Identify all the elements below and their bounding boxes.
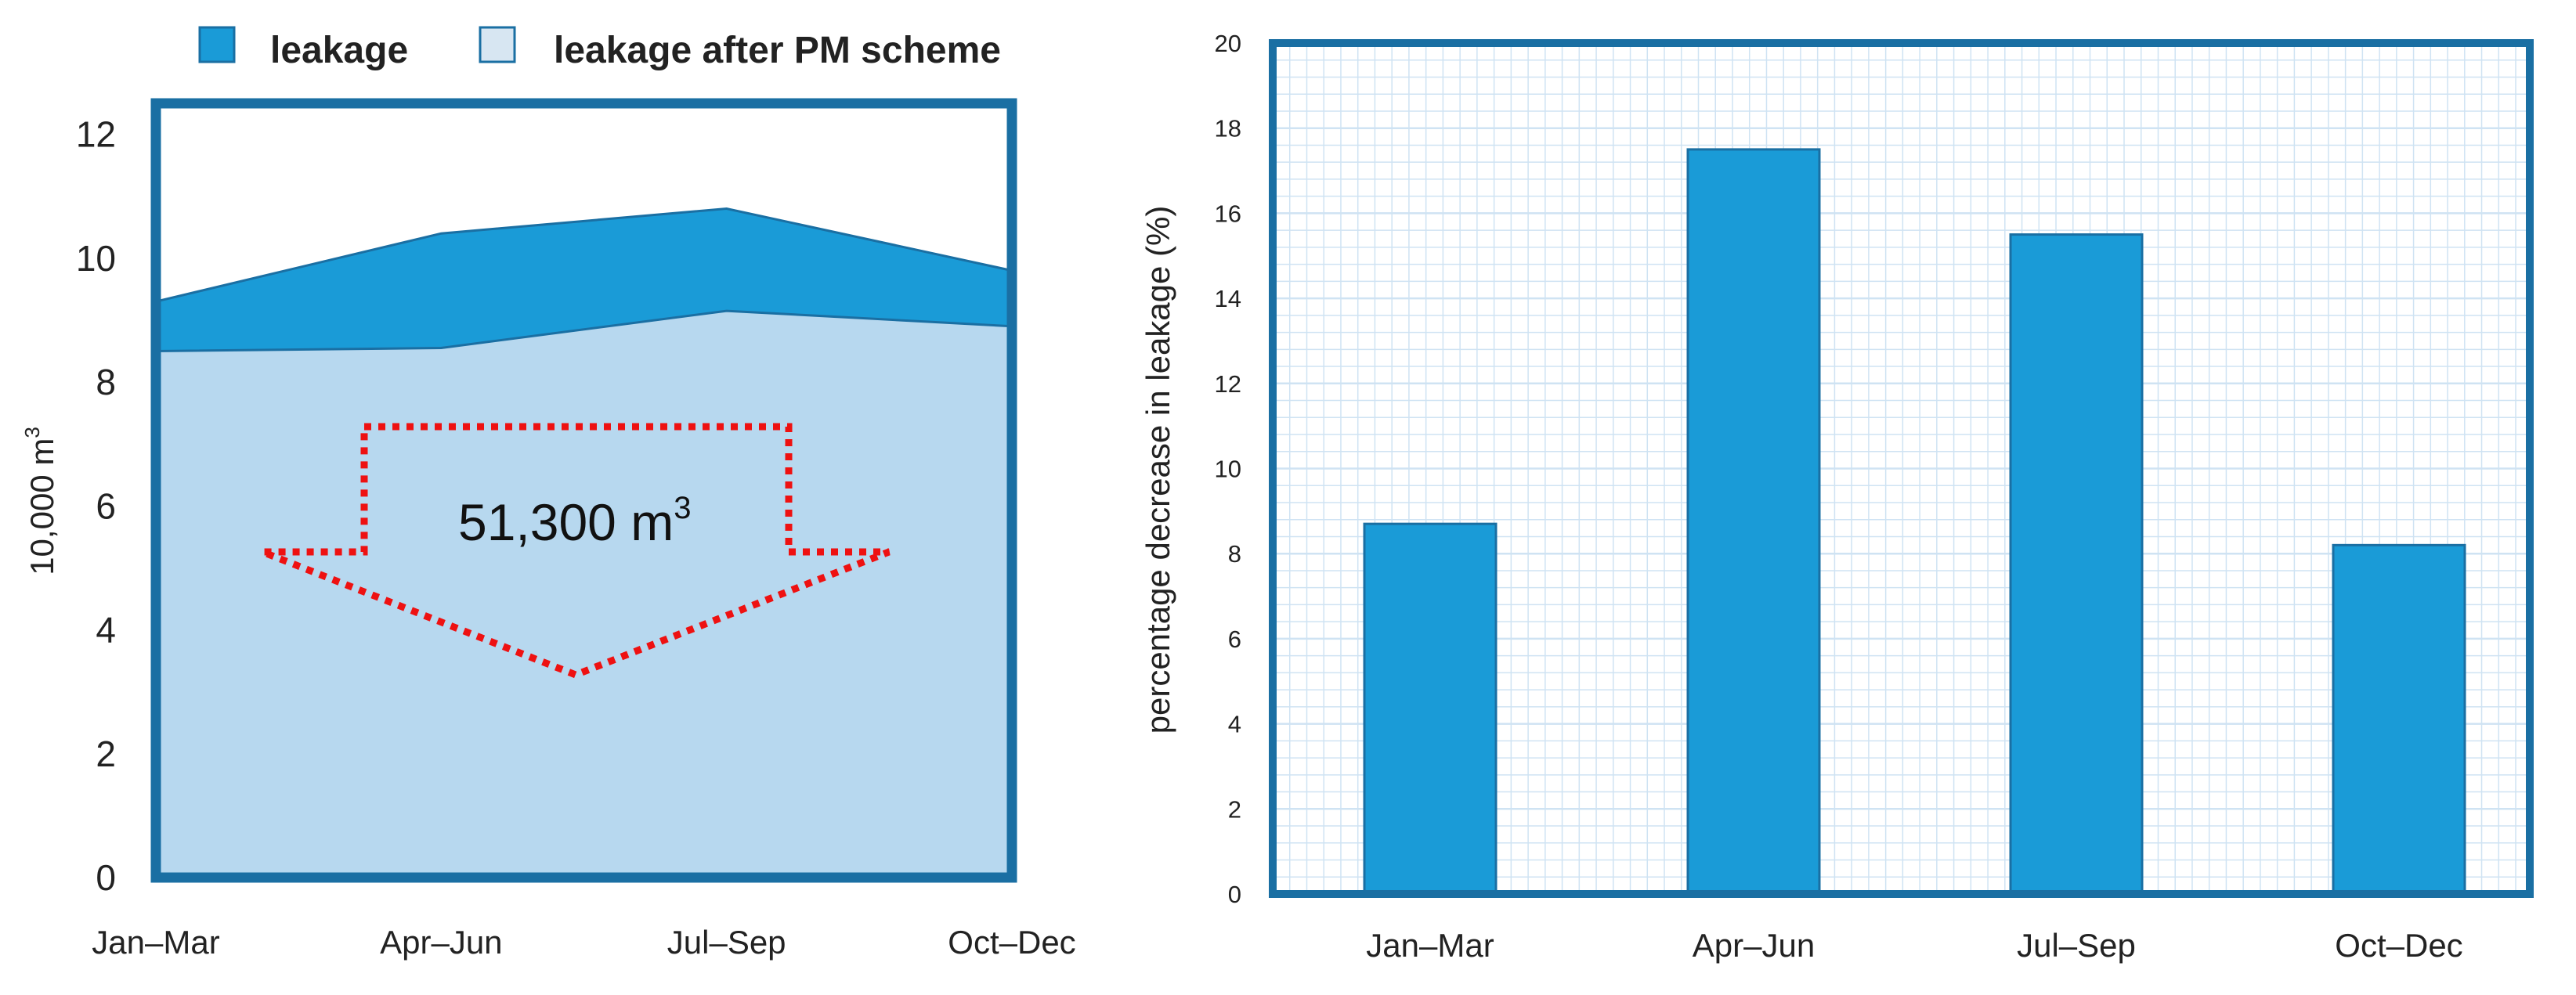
y-tick-label: 12 <box>76 114 116 155</box>
y-tick-label-right: 16 <box>1215 200 1241 227</box>
x-tick-label: Jan–Mar <box>92 924 219 961</box>
y-tick-label: 2 <box>96 734 116 774</box>
y-tick-label-right: 4 <box>1228 711 1241 738</box>
plot-frame-right <box>1269 39 2534 898</box>
bar-oct-dec <box>2332 543 2466 896</box>
x-tick-label-right: Jan–Mar <box>1366 927 1494 964</box>
y-tick-label-right: 10 <box>1215 456 1241 483</box>
y-axis: 0 2 4 6 8 10 12 <box>76 114 116 898</box>
y-tick-label-right: 14 <box>1215 285 1241 312</box>
x-tick-label: Jul–Sep <box>667 924 786 961</box>
bar-apr-jun <box>1686 148 1821 896</box>
legend: leakage leakage after PM scheme <box>198 26 1001 71</box>
x-axis-right: Jan–Mar Apr–Jun Jul–Sep Oct–Dec <box>1366 927 2462 964</box>
y-tick-label-right: 12 <box>1215 370 1241 398</box>
y-tick-label: 8 <box>96 362 116 402</box>
legend-label-leakage: leakage <box>270 30 408 71</box>
x-tick-label-right: Oct–Dec <box>2335 927 2462 964</box>
legend-label-after-pm: leakage after PM scheme <box>554 30 1001 71</box>
y-axis-label: 10,000 m3 <box>20 427 60 575</box>
y-tick-label-right: 8 <box>1228 540 1241 568</box>
x-axis: Jan–Mar Apr–Jun Jul–Sep Oct–Dec <box>92 924 1075 961</box>
y-axis-label-right: percentage decrease in leakage (%) <box>1140 206 1176 734</box>
x-tick-label: Apr–Jun <box>380 924 502 961</box>
line-leakage <box>155 207 1013 303</box>
area-leakage-after-pm <box>156 311 1012 878</box>
x-tick-label-right: Apr–Jun <box>1693 927 1815 964</box>
bars <box>1363 148 2466 896</box>
legend-swatch-after-pm <box>479 26 516 63</box>
y-tick-label-right: 20 <box>1215 30 1241 57</box>
bar-chart: percentage decrease in leakage (%) 0 2 4 6 8… <box>1140 30 2534 964</box>
y-tick-label-right: 6 <box>1228 625 1241 653</box>
arrow-annotation: 51,300 m3 <box>458 491 691 551</box>
bar-jul-sep <box>2009 233 2144 896</box>
area-chart: leakage leakage after PM scheme 51,300 m… <box>20 26 1076 961</box>
y-tick-label-right: 18 <box>1215 115 1241 142</box>
y-tick-label: 0 <box>96 857 116 898</box>
y-tick-label: 4 <box>96 610 116 651</box>
x-tick-label-right: Jul–Sep <box>2017 927 2136 964</box>
y-axis-right: 0 2 4 6 8 10 12 14 16 18 20 <box>1215 30 1241 908</box>
y-tick-label: 10 <box>76 238 116 279</box>
plot-frame <box>150 98 1017 883</box>
legend-swatch-leakage <box>198 26 236 63</box>
decrease-arrow <box>261 423 891 679</box>
bar-jan-mar <box>1363 522 1498 896</box>
x-tick-label: Oct–Dec <box>948 924 1075 961</box>
y-tick-label-right: 0 <box>1228 881 1241 908</box>
y-tick-label: 6 <box>96 485 116 526</box>
line-leakage-after-pm <box>155 309 1013 352</box>
y-tick-label-right: 2 <box>1228 795 1241 823</box>
